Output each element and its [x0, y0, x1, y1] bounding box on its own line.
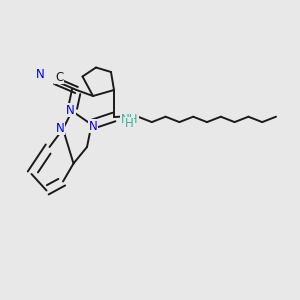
Text: N: N	[66, 103, 75, 117]
Text: N: N	[88, 119, 98, 133]
Text: NH: NH	[121, 113, 139, 126]
Text: H: H	[125, 117, 134, 130]
Text: N: N	[36, 68, 45, 81]
Text: N: N	[56, 122, 64, 135]
Text: C: C	[55, 70, 63, 84]
